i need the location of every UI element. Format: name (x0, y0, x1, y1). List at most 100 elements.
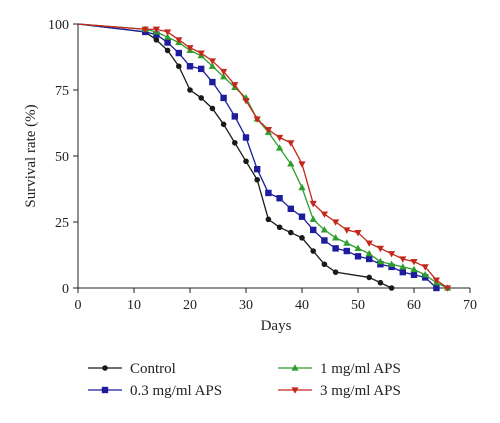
data-point-3-mg-ml-aps-18 (332, 219, 340, 226)
data-point-1-mg-ml-aps-15 (298, 183, 306, 191)
data-point-1-mg-ml-aps-22 (376, 257, 384, 265)
data-point-control-2 (153, 37, 160, 43)
data-point-3-mg-ml-aps-24 (399, 256, 407, 263)
x-axis-label: Days (261, 318, 292, 334)
data-point-3-mg-ml-aps-5 (186, 45, 194, 52)
series-control (77, 23, 395, 291)
data-point-3-mg-ml-aps-28 (444, 285, 452, 292)
data-point-0-3-mg-ml-aps-18 (332, 245, 339, 252)
data-point-1-mg-ml-aps-19 (343, 239, 351, 246)
data-point-control-21 (388, 285, 395, 291)
legend-label-3-mg-ml-aps: 3 mg/ml APS (320, 383, 401, 399)
data-point-3-mg-ml-aps-15 (298, 161, 306, 168)
data-point-control-5 (187, 87, 193, 93)
data-point-0-3-mg-ml-aps-23 (388, 263, 395, 271)
data-point-1-mg-ml-aps-26 (421, 271, 429, 278)
data-point-control-18 (332, 269, 339, 275)
data-point-3-mg-ml-aps-3 (164, 29, 172, 36)
y-tick-label-50: 50 (55, 150, 69, 165)
x-tick-label-40: 40 (295, 298, 309, 313)
legend-marker-1-mg-ml-aps (291, 364, 299, 371)
legend-marker-3-mg-ml-aps (291, 387, 299, 394)
data-point-0-3-mg-ml-aps-20 (354, 253, 362, 260)
data-point-control-14 (288, 229, 294, 236)
data-point-3-mg-ml-aps-19 (343, 227, 351, 234)
y-tick-label-0: 0 (62, 282, 69, 297)
data-point-3-mg-ml-aps-4 (175, 37, 183, 44)
data-point-3-mg-ml-aps-6 (197, 50, 205, 57)
data-point-control-8 (220, 121, 227, 128)
data-point-3-mg-ml-aps-11 (253, 116, 261, 123)
legend-label-1-mg-ml-aps: 1 mg/ml APS (320, 361, 401, 377)
data-point-1-mg-ml-aps-8 (220, 73, 228, 80)
data-point-3-mg-ml-aps-12 (264, 127, 272, 134)
data-point-0-3-mg-ml-aps-26 (422, 274, 429, 281)
data-point-control-19 (366, 274, 373, 281)
data-point-control-11 (254, 176, 260, 183)
y-tick-label-25: 25 (55, 216, 69, 231)
data-point-control-17 (321, 261, 328, 268)
data-point-3-mg-ml-aps-22 (376, 245, 384, 253)
data-point-0-3-mg-ml-aps-7 (209, 78, 216, 86)
data-point-control-9 (232, 140, 238, 146)
series-layer (77, 23, 452, 292)
data-point-control-16 (310, 248, 317, 254)
data-point-1-mg-ml-aps-25 (410, 265, 418, 273)
data-point-control-12 (265, 216, 272, 223)
data-point-1-mg-ml-aps-3 (164, 33, 172, 40)
y-tick-label-100: 100 (48, 18, 69, 33)
data-point-control-15 (299, 235, 305, 241)
data-point-0-3-mg-ml-aps-15 (298, 213, 306, 220)
data-point-1-mg-ml-aps-14 (287, 160, 295, 167)
data-point-0-3-mg-ml-aps-5 (186, 63, 194, 70)
data-point-0-3-mg-ml-aps-25 (410, 271, 418, 278)
data-point-3-mg-ml-aps-21 (365, 240, 373, 247)
data-point-control-4 (176, 63, 182, 70)
y-axis-label: Survival rate (%) (23, 104, 39, 207)
data-point-3-mg-ml-aps-25 (410, 259, 418, 266)
data-point-1-mg-ml-aps-23 (388, 260, 396, 267)
data-point-3-mg-ml-aps-9 (231, 82, 239, 89)
legend-item-3-mg-ml-aps: 3 mg/ml APS (278, 383, 401, 399)
data-point-3-mg-ml-aps-10 (242, 97, 250, 105)
data-point-3-mg-ml-aps-1 (141, 26, 149, 34)
data-point-3-mg-ml-aps-26 (421, 264, 429, 271)
data-point-0-3-mg-ml-aps-14 (287, 205, 294, 212)
data-point-control-13 (276, 224, 283, 231)
data-point-0-3-mg-ml-aps-2 (153, 31, 160, 38)
data-point-3-mg-ml-aps-16 (309, 200, 317, 208)
legend-label-0-3-mg-ml-aps: 0.3 mg/ml APS (130, 383, 222, 399)
data-point-1-mg-ml-aps-24 (399, 263, 407, 270)
data-point-1-mg-ml-aps-16 (309, 215, 317, 222)
x-tick-label-50: 50 (351, 298, 365, 313)
data-point-3-mg-ml-aps-8 (220, 68, 228, 76)
data-point-1-mg-ml-aps-18 (332, 234, 340, 241)
data-point-control-3 (164, 47, 171, 54)
data-point-0-3-mg-ml-aps-22 (377, 261, 384, 268)
data-point-0-3-mg-ml-aps-13 (276, 195, 283, 202)
data-point-3-mg-ml-aps-20 (354, 229, 362, 237)
legend-marker-control (102, 365, 108, 371)
data-point-1-mg-ml-aps-7 (208, 62, 216, 69)
x-tick-label-0: 0 (75, 298, 82, 313)
data-point-3-mg-ml-aps-23 (388, 251, 396, 258)
x-tick-label-70: 70 (463, 298, 477, 313)
x-tick-label-20: 20 (183, 298, 197, 313)
series-line-3-mg-ml-aps (77, 23, 448, 289)
x-tick-label-10: 10 (127, 298, 141, 313)
data-point-3-mg-ml-aps-27 (432, 277, 440, 284)
data-point-0-3-mg-ml-aps-11 (254, 166, 261, 173)
data-point-control-20 (377, 279, 384, 286)
data-point-0-3-mg-ml-aps-8 (220, 94, 227, 102)
data-point-0-3-mg-ml-aps-3 (164, 39, 171, 46)
legend-item-1-mg-ml-aps: 1 mg/ml APS (278, 361, 401, 377)
data-point-control-6 (198, 95, 204, 101)
series-line-1-mg-ml-aps (77, 23, 448, 289)
data-point-0-3-mg-ml-aps-27 (433, 284, 440, 292)
data-point-1-mg-ml-aps-13 (276, 144, 284, 151)
data-point-3-mg-ml-aps-7 (208, 58, 216, 65)
data-point-3-mg-ml-aps-17 (320, 211, 328, 218)
legend: Control 0.3 mg/ml APS 1 mg/ml APS 3 mg/ml A… (88, 361, 401, 399)
